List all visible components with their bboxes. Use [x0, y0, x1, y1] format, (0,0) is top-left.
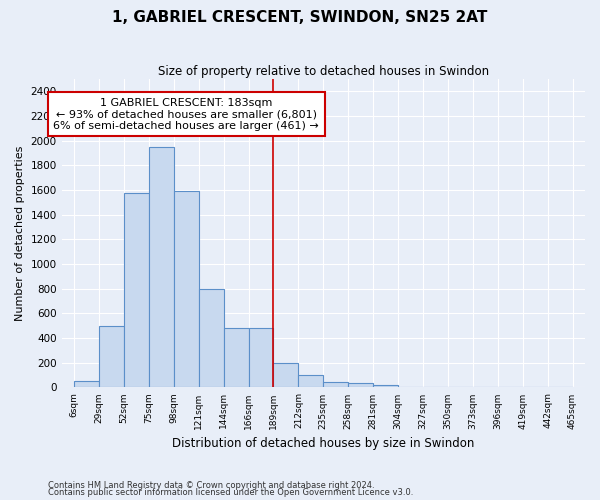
- Text: 1, GABRIEL CRESCENT, SWINDON, SN25 2AT: 1, GABRIEL CRESCENT, SWINDON, SN25 2AT: [112, 10, 488, 25]
- Bar: [224, 328, 248, 388]
- Bar: [323, 382, 348, 388]
- Bar: [124, 192, 149, 388]
- Bar: [149, 147, 174, 388]
- X-axis label: Distribution of detached houses by size in Swindon: Distribution of detached houses by size …: [172, 437, 475, 450]
- Bar: [274, 363, 298, 388]
- Bar: [99, 326, 124, 388]
- Bar: [298, 375, 323, 388]
- Text: Contains public sector information licensed under the Open Government Licence v3: Contains public sector information licen…: [48, 488, 413, 497]
- Title: Size of property relative to detached houses in Swindon: Size of property relative to detached ho…: [158, 65, 489, 78]
- Bar: [373, 385, 398, 388]
- Bar: [174, 192, 199, 388]
- Y-axis label: Number of detached properties: Number of detached properties: [15, 146, 25, 321]
- Bar: [74, 380, 99, 388]
- Bar: [248, 328, 274, 388]
- Text: 1 GABRIEL CRESCENT: 183sqm
← 93% of detached houses are smaller (6,801)
6% of se: 1 GABRIEL CRESCENT: 183sqm ← 93% of deta…: [53, 98, 319, 131]
- Text: Contains HM Land Registry data © Crown copyright and database right 2024.: Contains HM Land Registry data © Crown c…: [48, 480, 374, 490]
- Bar: [348, 383, 373, 388]
- Bar: [199, 289, 224, 388]
